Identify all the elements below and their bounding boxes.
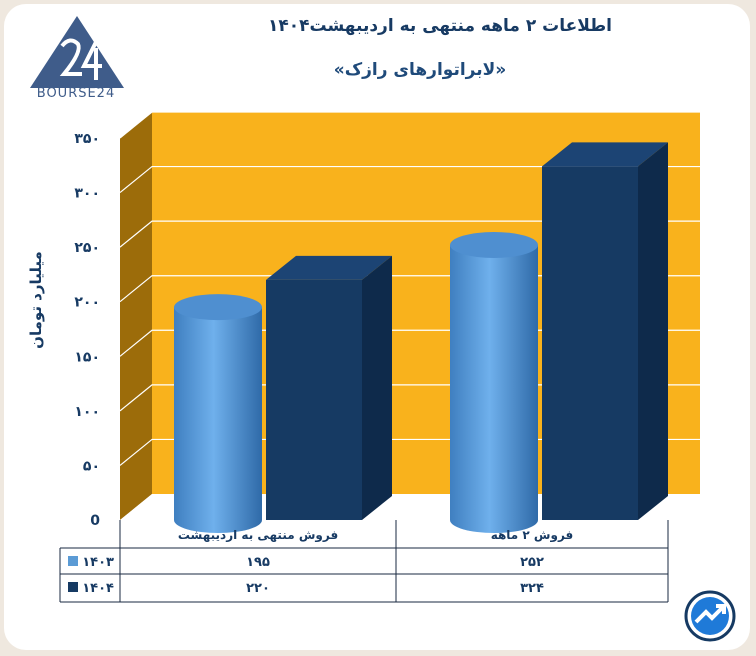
chart-subtitle: «لابراتوارهای رازک» — [333, 60, 507, 80]
bar-box — [266, 255, 392, 520]
y-tick-label: ۳۰۰ — [74, 186, 100, 202]
gridline — [119, 220, 700, 248]
category-label: فروش ۲ ماهه — [491, 528, 574, 543]
data-value-label: ۳۲۴ — [520, 581, 544, 596]
y-tick-label: ۱۰۰ — [74, 404, 100, 420]
bar-cylinder — [450, 231, 538, 533]
data-value-label: ۲۲۰ — [246, 581, 270, 596]
y-tick-label: ۵۰ — [83, 458, 100, 474]
gridline — [119, 165, 700, 194]
trend-badge-icon — [684, 590, 736, 642]
y-tick-label: ۲۵۰ — [74, 240, 100, 256]
legend-label: ۱۴۰۴ — [82, 581, 114, 596]
legend-swatch — [68, 582, 78, 592]
category-label: فروش منتهی به اردیبهشت — [178, 528, 338, 543]
bourse24-logo — [30, 16, 124, 88]
side-wall — [120, 112, 152, 520]
gridline — [119, 111, 700, 139]
legend-label: ۱۴۰۳ — [82, 555, 114, 570]
data-value-label: ۱۹۵ — [246, 555, 270, 570]
data-value-label: ۲۵۲ — [520, 555, 544, 570]
y-tick-label: 0 — [90, 513, 100, 529]
y-tick-label: ۱۵۰ — [74, 349, 100, 365]
legend-swatch — [68, 556, 78, 566]
y-tick-label: ۲۰۰ — [74, 295, 100, 311]
bar-cylinder — [174, 294, 262, 533]
brand-text: BOURSE24 — [36, 86, 116, 101]
chart-title: اطلاعات ۲ ماهه منتهی به اردیبهشت۱۴۰۴ — [267, 16, 613, 36]
y-tick-label: ۳۵۰ — [74, 131, 100, 147]
bar-box — [542, 142, 668, 520]
